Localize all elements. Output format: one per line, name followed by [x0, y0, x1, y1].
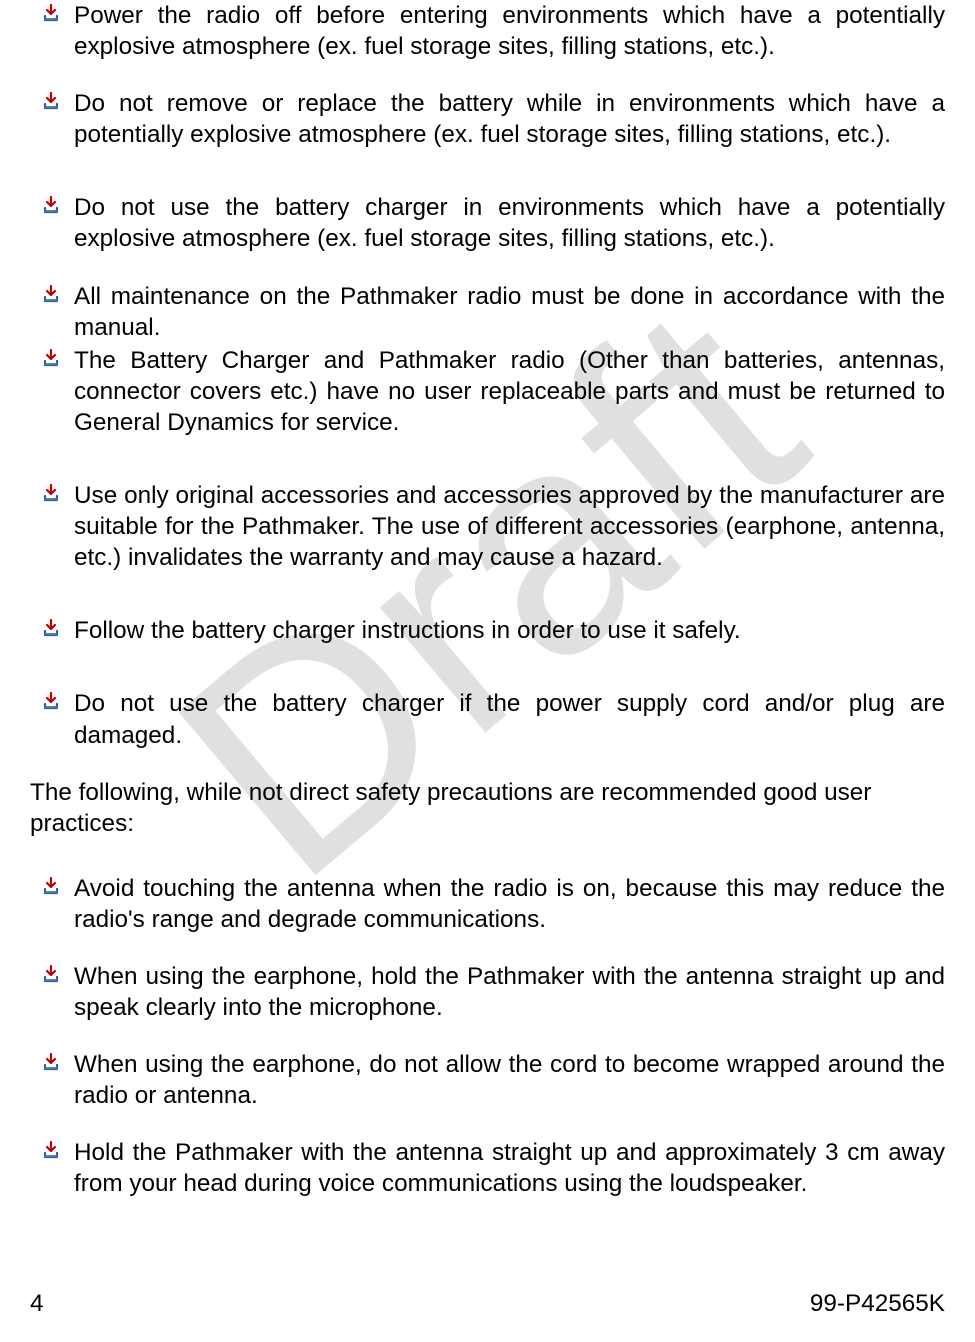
list-item: Power the radio off before entering envi… [30, 0, 945, 62]
list-item-text: Power the radio off before entering envi… [74, 2, 945, 60]
list-item: Use only original accessories and access… [30, 480, 945, 573]
list-item-text: When using the earphone, do not allow th… [74, 1051, 945, 1109]
bullet-arrow-icon [42, 349, 60, 367]
safety-precautions-list: Power the radio off before entering envi… [30, 0, 945, 751]
list-item: When using the earphone, do not allow th… [30, 1049, 945, 1111]
page-number: 4 [30, 1290, 44, 1318]
page-content: Power the radio off before entering envi… [0, 0, 975, 1200]
bullet-arrow-icon [42, 965, 60, 983]
list-item-text: Use only original accessories and access… [74, 482, 945, 571]
list-item: Avoid touching the antenna when the radi… [30, 873, 945, 935]
list-item: Do not remove or replace the battery whi… [30, 88, 945, 150]
list-item-text: Hold the Pathmaker with the antenna stra… [74, 1139, 945, 1197]
list-item: Follow the battery charger instructions … [30, 615, 945, 646]
list-item-text: The Battery Charger and Pathmaker radio … [74, 347, 945, 436]
list-item: Hold the Pathmaker with the antenna stra… [30, 1137, 945, 1199]
document-number: 99-P42565K [810, 1290, 945, 1318]
list-item-text: Follow the battery charger instructions … [74, 617, 741, 644]
bullet-arrow-icon [42, 619, 60, 637]
bullet-arrow-icon [42, 1141, 60, 1159]
practices-intro: The following, while not direct safety p… [30, 777, 945, 839]
list-item-text: All maintenance on the Pathmaker radio m… [74, 283, 945, 341]
list-item: Do not use the battery charger in enviro… [30, 192, 945, 254]
bullet-arrow-icon [42, 4, 60, 22]
list-item-text: Do not use the battery charger in enviro… [74, 194, 945, 252]
bullet-arrow-icon [42, 1053, 60, 1071]
list-item-text: Avoid touching the antenna when the radi… [74, 875, 945, 933]
list-item: Do not use the battery charger if the po… [30, 688, 945, 750]
good-practices-list: Avoid touching the antenna when the radi… [30, 873, 945, 1200]
bullet-arrow-icon [42, 484, 60, 502]
bullet-arrow-icon [42, 285, 60, 303]
list-item: The Battery Charger and Pathmaker radio … [30, 345, 945, 438]
list-item: When using the earphone, hold the Pathma… [30, 961, 945, 1023]
list-item-text: Do not use the battery charger if the po… [74, 690, 945, 748]
bullet-arrow-icon [42, 196, 60, 214]
list-item: All maintenance on the Pathmaker radio m… [30, 281, 945, 343]
bullet-arrow-icon [42, 692, 60, 710]
page-footer: 4 99-P42565K [0, 1290, 975, 1318]
bullet-arrow-icon [42, 877, 60, 895]
list-item-text: When using the earphone, hold the Pathma… [74, 963, 945, 1021]
bullet-arrow-icon [42, 92, 60, 110]
list-item-text: Do not remove or replace the battery whi… [74, 90, 945, 148]
